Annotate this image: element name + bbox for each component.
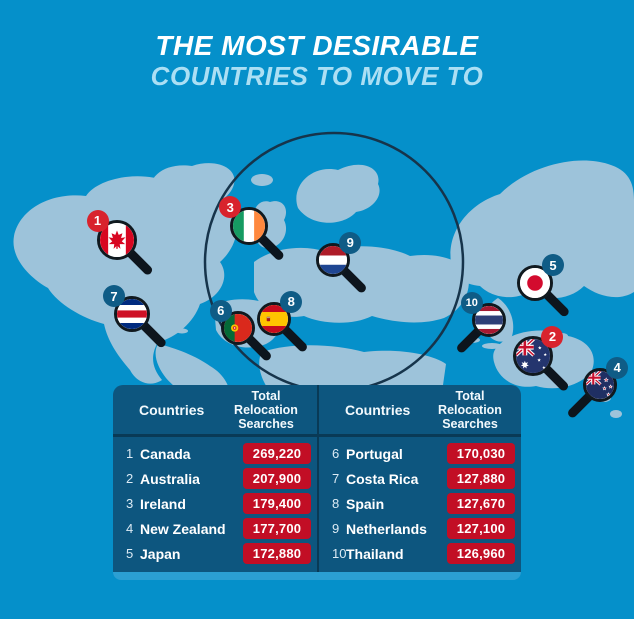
country-name: Netherlands (346, 520, 427, 537)
table-row: 7 Costa Rica 127,880 (319, 468, 521, 489)
rank-badge: 8 (280, 290, 303, 313)
island-caribbean (176, 328, 188, 334)
country-name: Costa Rica (346, 470, 419, 487)
country-name: Ireland (140, 495, 186, 512)
country-name: Japan (140, 545, 181, 562)
rank-number: 6 (332, 446, 340, 461)
table-row: 3 Ireland 179,400 (113, 493, 317, 514)
rank-number: 9 (332, 521, 340, 536)
rank-number: 5 (126, 546, 134, 561)
rank-badge: 6 (209, 299, 232, 322)
table-row: 2 Australia 207,900 (113, 468, 317, 489)
title-line2: COUNTRIES TO MOVE TO (150, 61, 484, 92)
rank-badge: 3 (219, 196, 242, 219)
table-rows-6-10: 6 Portugal 170,030 7 Costa Rica 127,880 8 Spain… (319, 437, 521, 572)
rank-badge: 1 (86, 209, 109, 232)
searches-value: 170,030 (447, 443, 515, 464)
flag-netherlands-icon (316, 243, 350, 277)
searches-header: Total Relocation Searches (234, 388, 298, 431)
table-rows-1-5: 1 Canada 269,220 2 Australia 207,900 3 Ireland 1… (113, 437, 317, 572)
region-scandinavia (296, 164, 380, 223)
table-right-half: Countries Total Relocation Searches 6 Por… (317, 385, 521, 572)
page-title: THE MOST DESIRABLE COUNTRIES TO MOVE TO (0, 30, 634, 92)
table-row: 8 Spain 127,670 (319, 493, 521, 514)
flag-australia-icon (513, 336, 553, 376)
searches-value: 172,880 (243, 543, 311, 564)
searches-value: 127,880 (447, 468, 515, 489)
table-row: 9 Netherlands 127,100 (319, 518, 521, 539)
rank-number: 3 (126, 496, 134, 511)
table-row: 5 Japan 172,880 (113, 543, 317, 564)
searches-value: 179,400 (243, 493, 311, 514)
continent-north-america (13, 176, 237, 384)
rank-number: 10 (332, 546, 347, 561)
rank-number: 2 (126, 471, 134, 486)
searches-value: 207,900 (243, 468, 311, 489)
table-header: Countries Total Relocation Searches (113, 385, 317, 437)
table-bottom-edge (113, 572, 521, 580)
rank-number: 4 (126, 521, 134, 536)
rank-badge: 2 (541, 325, 564, 348)
table-row: 1 Canada 269,220 (113, 443, 317, 464)
rank-badge: 5 (542, 254, 564, 276)
flag-ireland-icon (230, 207, 268, 245)
searches-value: 127,670 (447, 493, 515, 514)
rank-number: 1 (126, 446, 134, 461)
island-new-zealand (610, 410, 622, 418)
ranking-table: Countries Total Relocation Searches 1 Can… (113, 385, 521, 572)
rank-badge: 7 (103, 285, 125, 307)
title-line1: THE MOST DESIRABLE (155, 30, 479, 61)
flag-new-zealand-icon (583, 368, 617, 402)
table-row: 4 New Zealand 177,700 (113, 518, 317, 539)
searches-value: 269,220 (243, 443, 311, 464)
countries-header: Countries (345, 401, 411, 418)
countries-header: Countries (139, 401, 205, 418)
country-name: Canada (140, 445, 191, 462)
country-name: Portugal (346, 445, 403, 462)
island-iceland (251, 174, 273, 186)
country-name: Spain (346, 495, 385, 512)
flag-costa-rica-icon (114, 296, 150, 332)
searches-header: Total Relocation Searches (438, 388, 502, 431)
searches-value: 177,700 (243, 518, 311, 539)
country-name: New Zealand (140, 520, 226, 537)
table-row: 6 Portugal 170,030 (319, 443, 521, 464)
table-row: 10 Thailand 126,960 (319, 543, 521, 564)
rank-badge: 4 (606, 356, 629, 379)
continent-asia (450, 160, 634, 299)
country-name: Australia (140, 470, 200, 487)
searches-value: 127,100 (447, 518, 515, 539)
table-left-half: Countries Total Relocation Searches 1 Can… (113, 385, 317, 572)
rank-badge: 9 (339, 231, 362, 254)
island-greenland (149, 163, 235, 210)
rank-badge: 10 (460, 291, 483, 314)
continent-africa (259, 345, 446, 392)
table-header: Countries Total Relocation Searches (319, 385, 521, 437)
country-name: Thailand (346, 545, 404, 562)
rank-number: 8 (332, 496, 340, 511)
searches-value: 126,960 (447, 543, 515, 564)
rank-number: 7 (332, 471, 340, 486)
